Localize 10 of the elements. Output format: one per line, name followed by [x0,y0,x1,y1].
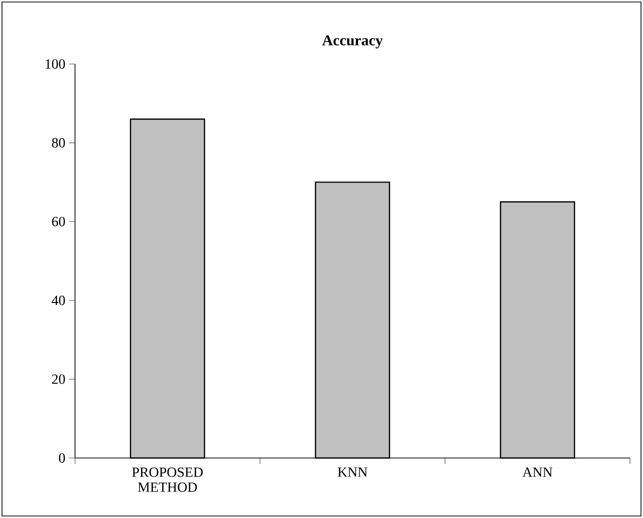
y-tick-label: 80 [52,138,65,148]
x-tick-label: ANN [522,468,552,477]
x-tick-label: KNN [338,468,368,477]
chart-title: Accuracy [322,35,383,48]
y-tick-label: 0 [59,453,65,463]
y-tick-label: 20 [52,374,65,384]
y-tick-label: 60 [52,216,65,226]
y-tick-label: 100 [46,59,65,69]
x-tick-label: PROPOSED METHOD [132,468,203,492]
y-tick-label: 40 [52,296,65,306]
